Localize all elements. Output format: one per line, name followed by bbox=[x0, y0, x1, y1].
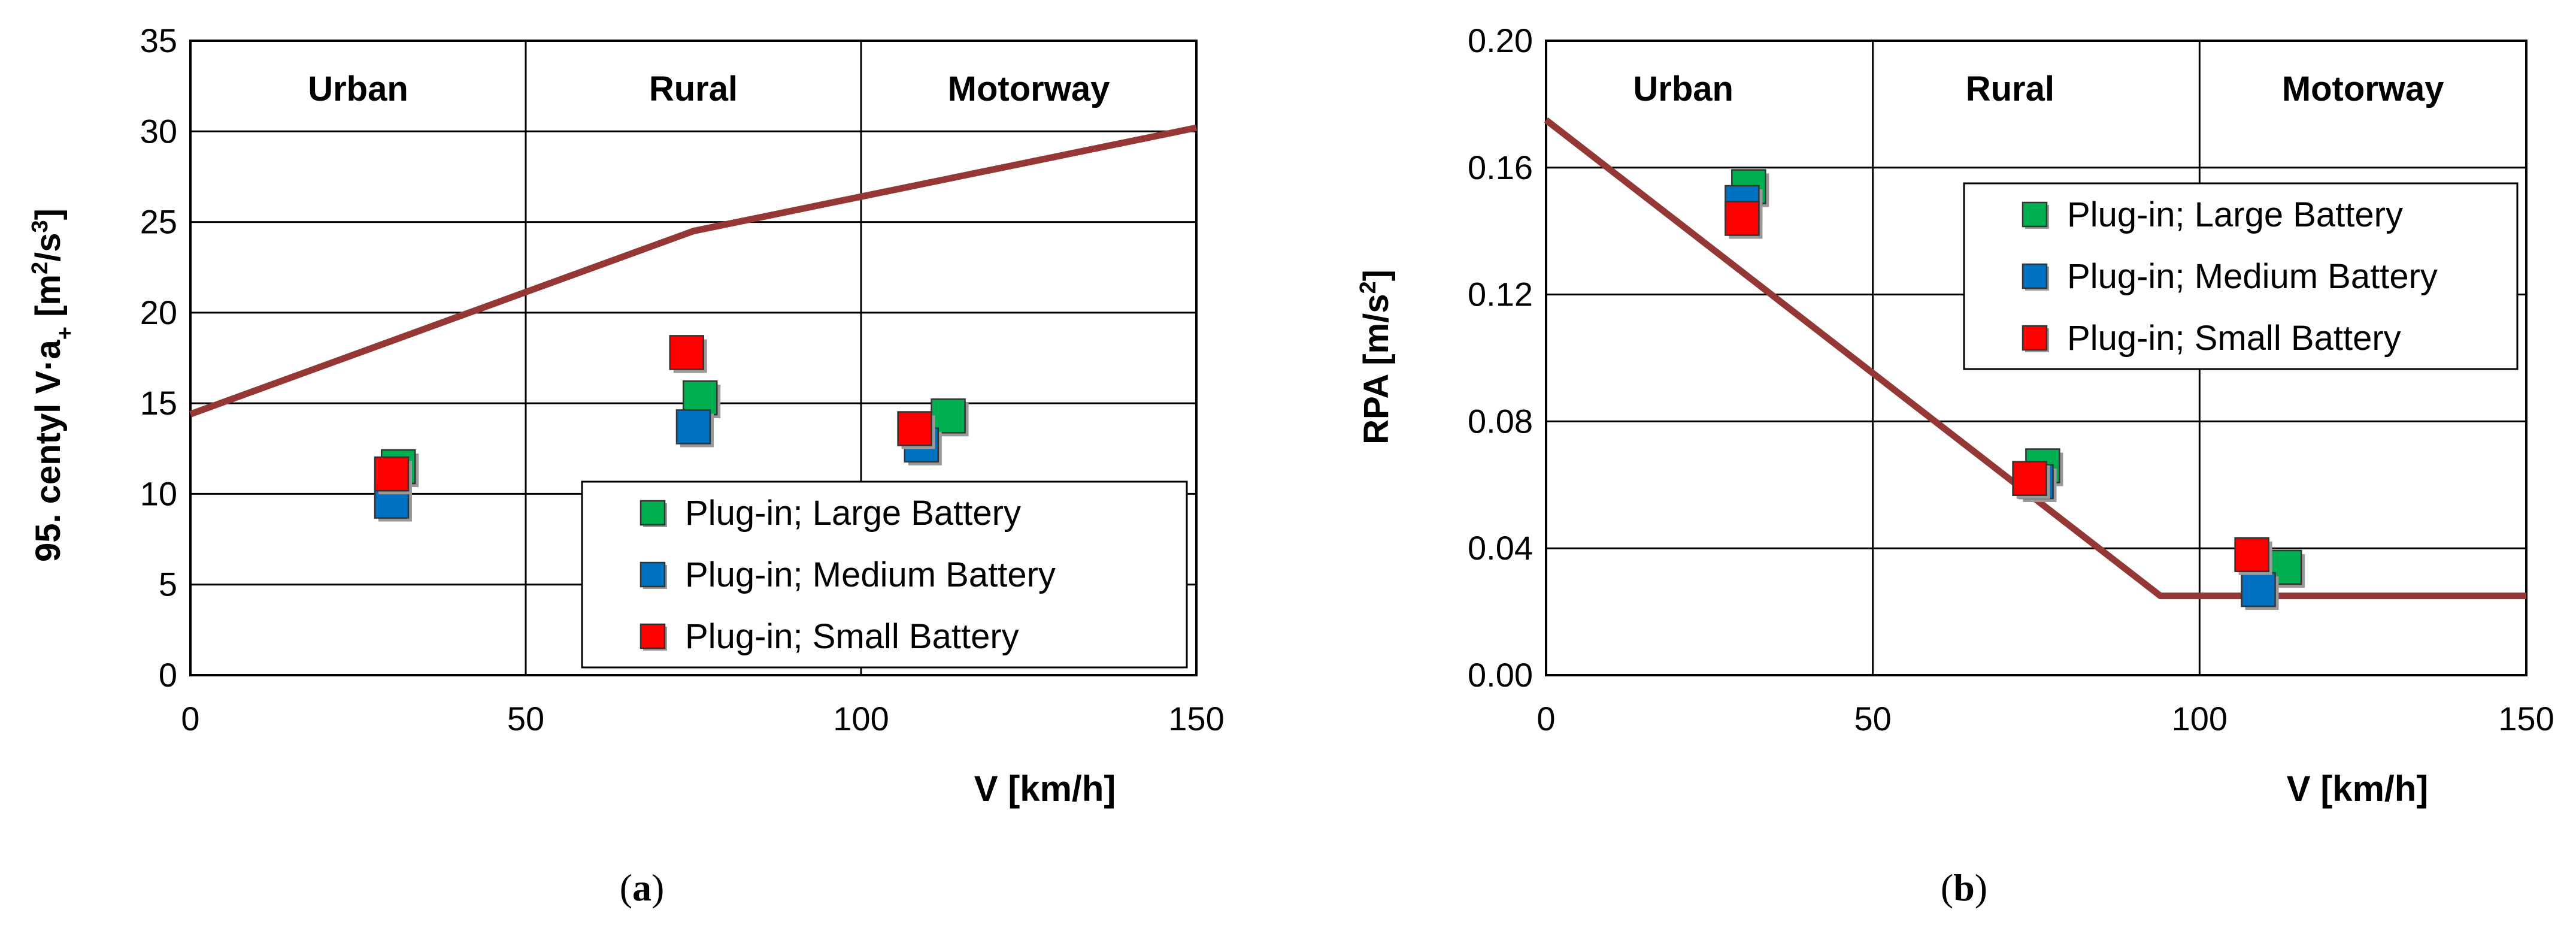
chart-a-ticks: 0 5 10 15 20 25 30 35 0 50 100 150 bbox=[140, 22, 1225, 737]
x-tick-label: 100 bbox=[2172, 700, 2228, 737]
legend-swatch bbox=[2022, 325, 2048, 351]
limit-line bbox=[189, 124, 1198, 418]
region-label: Motorway bbox=[2282, 69, 2444, 108]
y-tick-label: 10 bbox=[140, 474, 177, 512]
y-tick-label: 0.04 bbox=[1468, 529, 1533, 567]
legend-swatch bbox=[2022, 263, 2048, 289]
legend-swatch bbox=[640, 623, 666, 649]
data-point bbox=[931, 398, 966, 434]
data-point bbox=[2234, 537, 2269, 573]
y-tick-label: 0.16 bbox=[1468, 149, 1533, 186]
legend-box bbox=[1963, 182, 2519, 370]
chart-a-region-labels: Urban Rural Motorway bbox=[308, 69, 1110, 108]
y-tick-label: 30 bbox=[140, 112, 177, 150]
y-tick-label: 15 bbox=[140, 384, 177, 422]
chart-a-x-axis-label: V [km/h] bbox=[974, 769, 1116, 809]
x-tick-label: 100 bbox=[833, 700, 889, 737]
legend-swatch bbox=[640, 561, 666, 588]
legend-label: Plug-in; Small Battery bbox=[685, 617, 1019, 656]
chart-b-caption: (b) bbox=[1941, 866, 1987, 909]
chart-b-ticks: 0.00 0.04 0.08 0.12 0.16 0.20 0 50 100 150 bbox=[1468, 22, 2554, 737]
legend-label: Plug-in; Small Battery bbox=[2067, 319, 2401, 358]
x-tick-label: 50 bbox=[1854, 700, 1892, 737]
legend-label: Plug-in; Large Battery bbox=[2067, 195, 2403, 234]
chart-a: Urban Rural Motorway 0 5 10 15 20 25 30 35 0 50 100 1… bbox=[28, 22, 1225, 909]
region-label: Motorway bbox=[948, 69, 1110, 108]
data-point bbox=[897, 411, 932, 446]
data-point bbox=[669, 335, 705, 370]
legend-swatch bbox=[2022, 201, 2048, 228]
y-tick-label: 5 bbox=[159, 566, 177, 603]
x-tick-label: 150 bbox=[2498, 700, 2554, 737]
x-tick-label: 50 bbox=[507, 700, 544, 737]
chart-a-grid bbox=[189, 40, 1198, 676]
plot-frame bbox=[1545, 40, 2527, 676]
chart-a-limit-line-group bbox=[189, 124, 1198, 418]
x-tick-label: 0 bbox=[1536, 700, 1555, 737]
region-label: Urban bbox=[1633, 69, 1734, 108]
chart-b-legend: Plug-in; Large Battery Plug-in; Medium Ba… bbox=[1963, 182, 2519, 370]
y-tick-label: 25 bbox=[140, 203, 177, 241]
x-tick-label: 0 bbox=[181, 700, 199, 737]
region-label: Rural bbox=[649, 69, 738, 108]
y-tick-label: 0.08 bbox=[1468, 402, 1533, 440]
data-point bbox=[2012, 461, 2047, 496]
plot-frame bbox=[189, 40, 1198, 676]
data-point bbox=[2241, 572, 2276, 607]
chart-b: Urban Rural Motorway 0.000.040.080.120.160… bbox=[1356, 22, 2554, 909]
legend-label: Plug-in; Medium Battery bbox=[2067, 257, 2438, 296]
legend-box bbox=[581, 480, 1188, 669]
chart-b-markers bbox=[1725, 169, 2305, 610]
y-tick-label: 35 bbox=[140, 22, 177, 59]
legend-swatch bbox=[640, 500, 666, 526]
y-tick-label: 0.12 bbox=[1468, 276, 1533, 313]
y-tick-label: 20 bbox=[140, 294, 177, 331]
chart-a-y-axis-label: 95. centyl V·a+ [m2/s3] bbox=[28, 208, 78, 562]
chart-a-markers bbox=[374, 335, 969, 522]
region-label: Urban bbox=[308, 69, 408, 108]
limit-line bbox=[1544, 117, 2526, 600]
chart-b-x-axis-label: V [km/h] bbox=[2287, 769, 2429, 809]
data-point bbox=[374, 456, 410, 492]
chart-a-legend: Plug-in; Large Battery Plug-in; Medium Ba… bbox=[581, 480, 1188, 669]
x-tick-label: 150 bbox=[1168, 700, 1224, 737]
data-point bbox=[1725, 201, 1760, 236]
y-tick-label: 0.20 bbox=[1468, 22, 1533, 59]
chart-b-grid bbox=[1545, 40, 2527, 676]
legend-label: Plug-in; Large Battery bbox=[685, 494, 1021, 533]
legend-label: Plug-in; Medium Battery bbox=[685, 555, 1056, 594]
chart-b-region-labels: Urban Rural Motorway bbox=[1633, 69, 2444, 108]
data-point bbox=[675, 409, 711, 445]
region-label: Rural bbox=[1966, 69, 2054, 108]
y-tick-label: 0 bbox=[159, 656, 177, 694]
chart-a-caption: (a) bbox=[620, 866, 665, 909]
chart-b-y-axis-label: RPA [m/s2] bbox=[1356, 270, 1396, 445]
y-tick-label: 0.00 bbox=[1468, 656, 1533, 694]
chart-b-limit-line-group bbox=[1544, 117, 2526, 600]
